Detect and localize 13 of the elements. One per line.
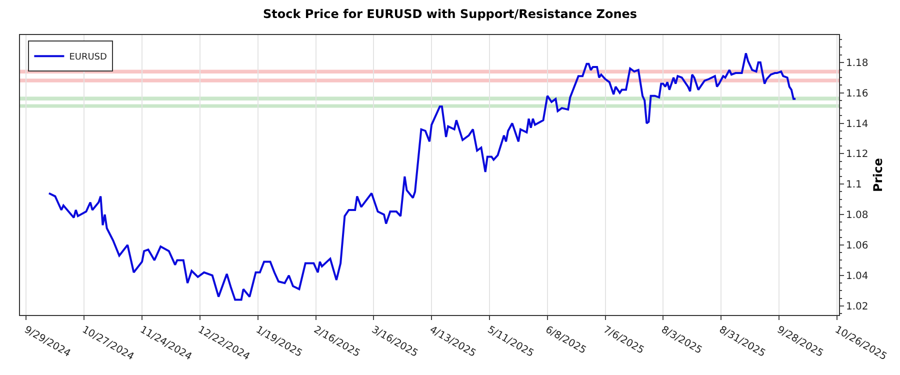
line-series <box>48 52 797 301</box>
y-tick-label: 1.08 <box>846 210 868 222</box>
y-tick-label: 1.06 <box>846 240 868 252</box>
legend-label: EURUSD <box>69 52 108 63</box>
y-tick-label: 1.1 <box>846 180 862 191</box>
y-tick-label: 1.02 <box>846 301 868 312</box>
y-axis-title: Price <box>871 158 886 192</box>
y-tick-label: 1.14 <box>846 118 868 130</box>
y-tick-label: 1.04 <box>846 270 868 282</box>
y-tick-label: 1.12 <box>846 149 868 160</box>
chart-title: Stock Price for EURUSD with Support/Resistance Zones <box>262 6 638 21</box>
y-tick-label: 1.18 <box>846 58 868 69</box>
y-tick-label: 1.16 <box>846 88 868 100</box>
